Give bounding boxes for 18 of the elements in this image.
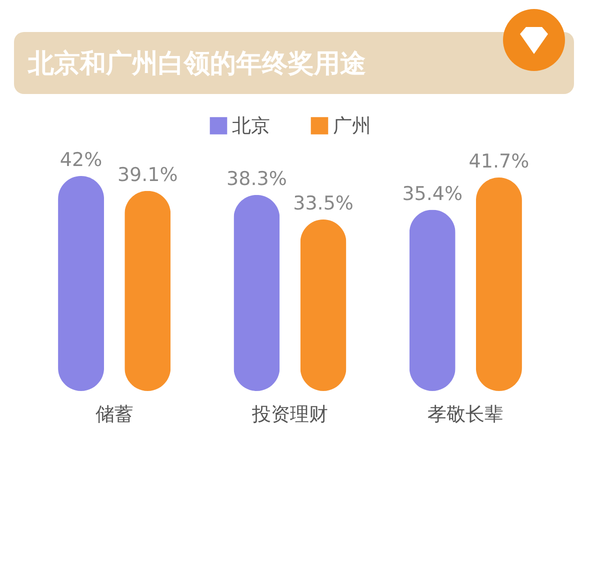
chart-title: 北京和广州白领的年终奖用途 xyxy=(28,48,366,81)
bar xyxy=(409,210,456,391)
bar xyxy=(234,194,280,391)
legend-label: 广州 xyxy=(333,114,371,137)
data-label: 33.5% xyxy=(293,192,354,215)
x-tick-label: 储蓄 xyxy=(95,404,134,426)
data-label: 39.1% xyxy=(117,164,178,186)
x-tick-label: 孝敬长辈 xyxy=(428,404,504,426)
legend-label: 北京 xyxy=(232,114,270,137)
data-label: 42% xyxy=(60,149,102,171)
bar xyxy=(58,176,104,391)
x-tick-label: 投资理财 xyxy=(251,404,328,426)
data-label: 38.3% xyxy=(226,168,287,190)
bar xyxy=(476,178,522,391)
data-label: 41.7% xyxy=(468,150,530,173)
bar xyxy=(124,190,171,391)
bar xyxy=(300,220,346,391)
data-label: 35.4% xyxy=(402,182,463,205)
